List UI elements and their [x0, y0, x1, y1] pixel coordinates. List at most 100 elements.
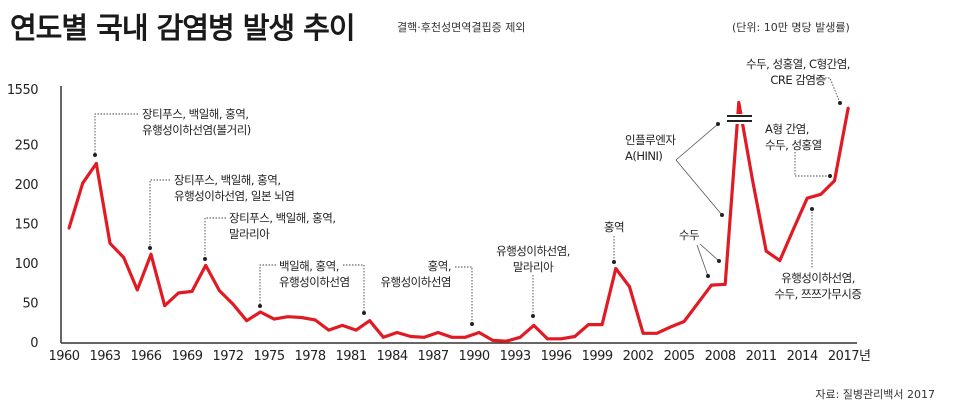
- x-tick-label: 2011: [746, 349, 777, 364]
- x-tick-label: 1969: [171, 349, 202, 364]
- data-point-1969: [190, 290, 194, 293]
- x-tick-label: 2017년: [828, 349, 871, 364]
- data-point-1998: [587, 323, 590, 327]
- svg-text:유행성이하선염: 유행성이하선염: [380, 275, 451, 289]
- data-point-1964: [122, 256, 126, 259]
- data-point-2009: [737, 101, 741, 104]
- annotation-1994: 유행성이하선염, 말라리아: [496, 244, 570, 274]
- svg-text:A(HINI): A(HINI): [625, 149, 662, 163]
- x-tick-label: 1993: [500, 349, 531, 364]
- annotation-2014: 유행성이하선염, 수두, 쯔쯔가무시증: [775, 271, 862, 301]
- x-tick-label: 1963: [89, 349, 120, 364]
- annotation-1970: 장티푸스, 백일해, 홍역, 말라리아: [229, 211, 336, 241]
- data-point-1983: [382, 335, 385, 339]
- data-point-2017: [846, 106, 850, 110]
- x-tick-label: 1978: [295, 349, 326, 364]
- data-point-2006: [696, 301, 700, 305]
- chart-subtitle: 결핵·후천성면역결핍증 제외: [397, 20, 525, 34]
- data-point-1997: [573, 335, 577, 338]
- data-point-1996: [559, 337, 563, 341]
- x-tick-label: 1960: [48, 349, 79, 364]
- y-tick-label: 150: [15, 218, 39, 233]
- data-point-2005: [682, 320, 686, 323]
- x-tick-label: 1999: [582, 349, 613, 364]
- svg-text:유행성이하선염,: 유행성이하선염,: [496, 244, 570, 258]
- data-point-1965: [135, 288, 139, 292]
- svg-text:유행성이하선염,: 유행성이하선염,: [781, 271, 855, 285]
- svg-text:장티푸스, 백일해, 홍역,: 장티푸스, 백일해, 홍역,: [174, 173, 281, 187]
- data-point-1999: [600, 323, 604, 327]
- data-point-1975: [272, 317, 276, 321]
- svg-text:CRE 감염증: CRE 감염증: [770, 73, 825, 87]
- data-point-2001: [628, 285, 631, 289]
- annotation-2000: 홍역: [604, 220, 625, 234]
- x-tick-label: 1990: [459, 349, 490, 364]
- data-point-1967: [163, 304, 167, 308]
- annotation-2017: 수두, 성홍열, C형간염, CRE 감염증: [746, 57, 850, 87]
- data-point-2014: [805, 196, 809, 200]
- axis-break-icon: [725, 114, 753, 124]
- data-point-1960: [67, 226, 71, 230]
- data-point-1968: [176, 291, 180, 295]
- annotation-2006-2007: 수두: [679, 228, 700, 242]
- x-tick-label: 1966: [130, 349, 161, 364]
- svg-text:장티푸스, 백일해, 홍역,: 장티푸스, 백일해, 홍역,: [142, 107, 249, 121]
- data-point-1976: [286, 315, 290, 319]
- svg-text:장티푸스, 백일해, 홍역,: 장티푸스, 백일해, 홍역,: [229, 211, 336, 225]
- x-tick-label: 1981: [336, 349, 367, 364]
- data-point-1982: [368, 319, 372, 323]
- svg-text:유행성이하선염: 유행성이하선염: [279, 275, 350, 289]
- x-tick-label: 2008: [705, 349, 736, 364]
- data-point-2000: [614, 267, 618, 270]
- x-tick-label: 1984: [377, 349, 408, 364]
- data-point-2016: [833, 179, 836, 183]
- chart-title: 연도별 국내 감염병 발생 추이: [10, 11, 355, 45]
- data-point-2008: [723, 282, 727, 286]
- data-point-1962: [94, 162, 98, 165]
- svg-text:홍역,: 홍역,: [428, 259, 451, 273]
- series-line: [67, 100, 850, 343]
- data-point-2013: [792, 227, 795, 231]
- data-point-1973: [245, 319, 249, 323]
- svg-text:수두: 수두: [679, 228, 699, 242]
- annotation-2009: 인플루엔자 A(HINI): [625, 133, 677, 163]
- data-point-1972: [231, 302, 235, 306]
- annotation-1966: 장티푸스, 백일해, 홍역, 유행성이하선염, 일본 뇌염: [174, 173, 295, 203]
- annotation-2016: A형 간염, 수두, 성홍열: [765, 122, 822, 152]
- y-tick-label: 250: [15, 139, 39, 154]
- source-label: 자료: 질병관리백서 2017: [815, 388, 935, 401]
- unit-label: (단위: 10만 명당 발생률): [732, 21, 850, 34]
- data-point-1981: [354, 328, 358, 332]
- data-point-1984: [395, 331, 399, 334]
- x-tick-label: 2014: [787, 349, 818, 364]
- data-point-1961: [81, 181, 85, 185]
- data-point-1991: [491, 339, 495, 342]
- y-tick-label: 200: [15, 178, 39, 193]
- svg-text:수두, 쯔쯔가무시증: 수두, 쯔쯔가무시증: [775, 287, 862, 301]
- x-tick-label: 1972: [212, 349, 243, 364]
- y-tick-label: 100: [15, 257, 39, 272]
- svg-text:유행성이하선염(볼거리): 유행성이하선염(볼거리): [142, 123, 251, 137]
- data-point-1974: [258, 310, 262, 314]
- data-point-2012: [778, 259, 782, 263]
- data-point-1978: [313, 318, 317, 322]
- svg-text:말라리아: 말라리아: [513, 260, 554, 274]
- x-tick-label: 2002: [623, 349, 654, 364]
- data-point-1963: [108, 241, 112, 245]
- annotation-1974-1982: 백일해, 홍역, 유행성이하선염: [279, 259, 350, 289]
- svg-text:백일해, 홍역,: 백일해, 홍역,: [279, 259, 339, 273]
- annotation-leaders: [93, 77, 842, 326]
- x-tick-label: 1975: [254, 349, 285, 364]
- data-point-2007: [710, 283, 713, 287]
- data-point-1994: [532, 324, 536, 327]
- data-point-1992: [505, 339, 508, 343]
- y-tick-label: 1550: [7, 83, 38, 98]
- data-point-1988: [450, 335, 454, 339]
- data-point-1980: [341, 324, 344, 327]
- y-tick-label: 0: [30, 336, 38, 351]
- data-point-2002: [641, 331, 645, 335]
- x-tick-label: 1996: [541, 349, 572, 364]
- x-tick-label: 2005: [664, 349, 695, 364]
- data-point-2010: [751, 178, 754, 182]
